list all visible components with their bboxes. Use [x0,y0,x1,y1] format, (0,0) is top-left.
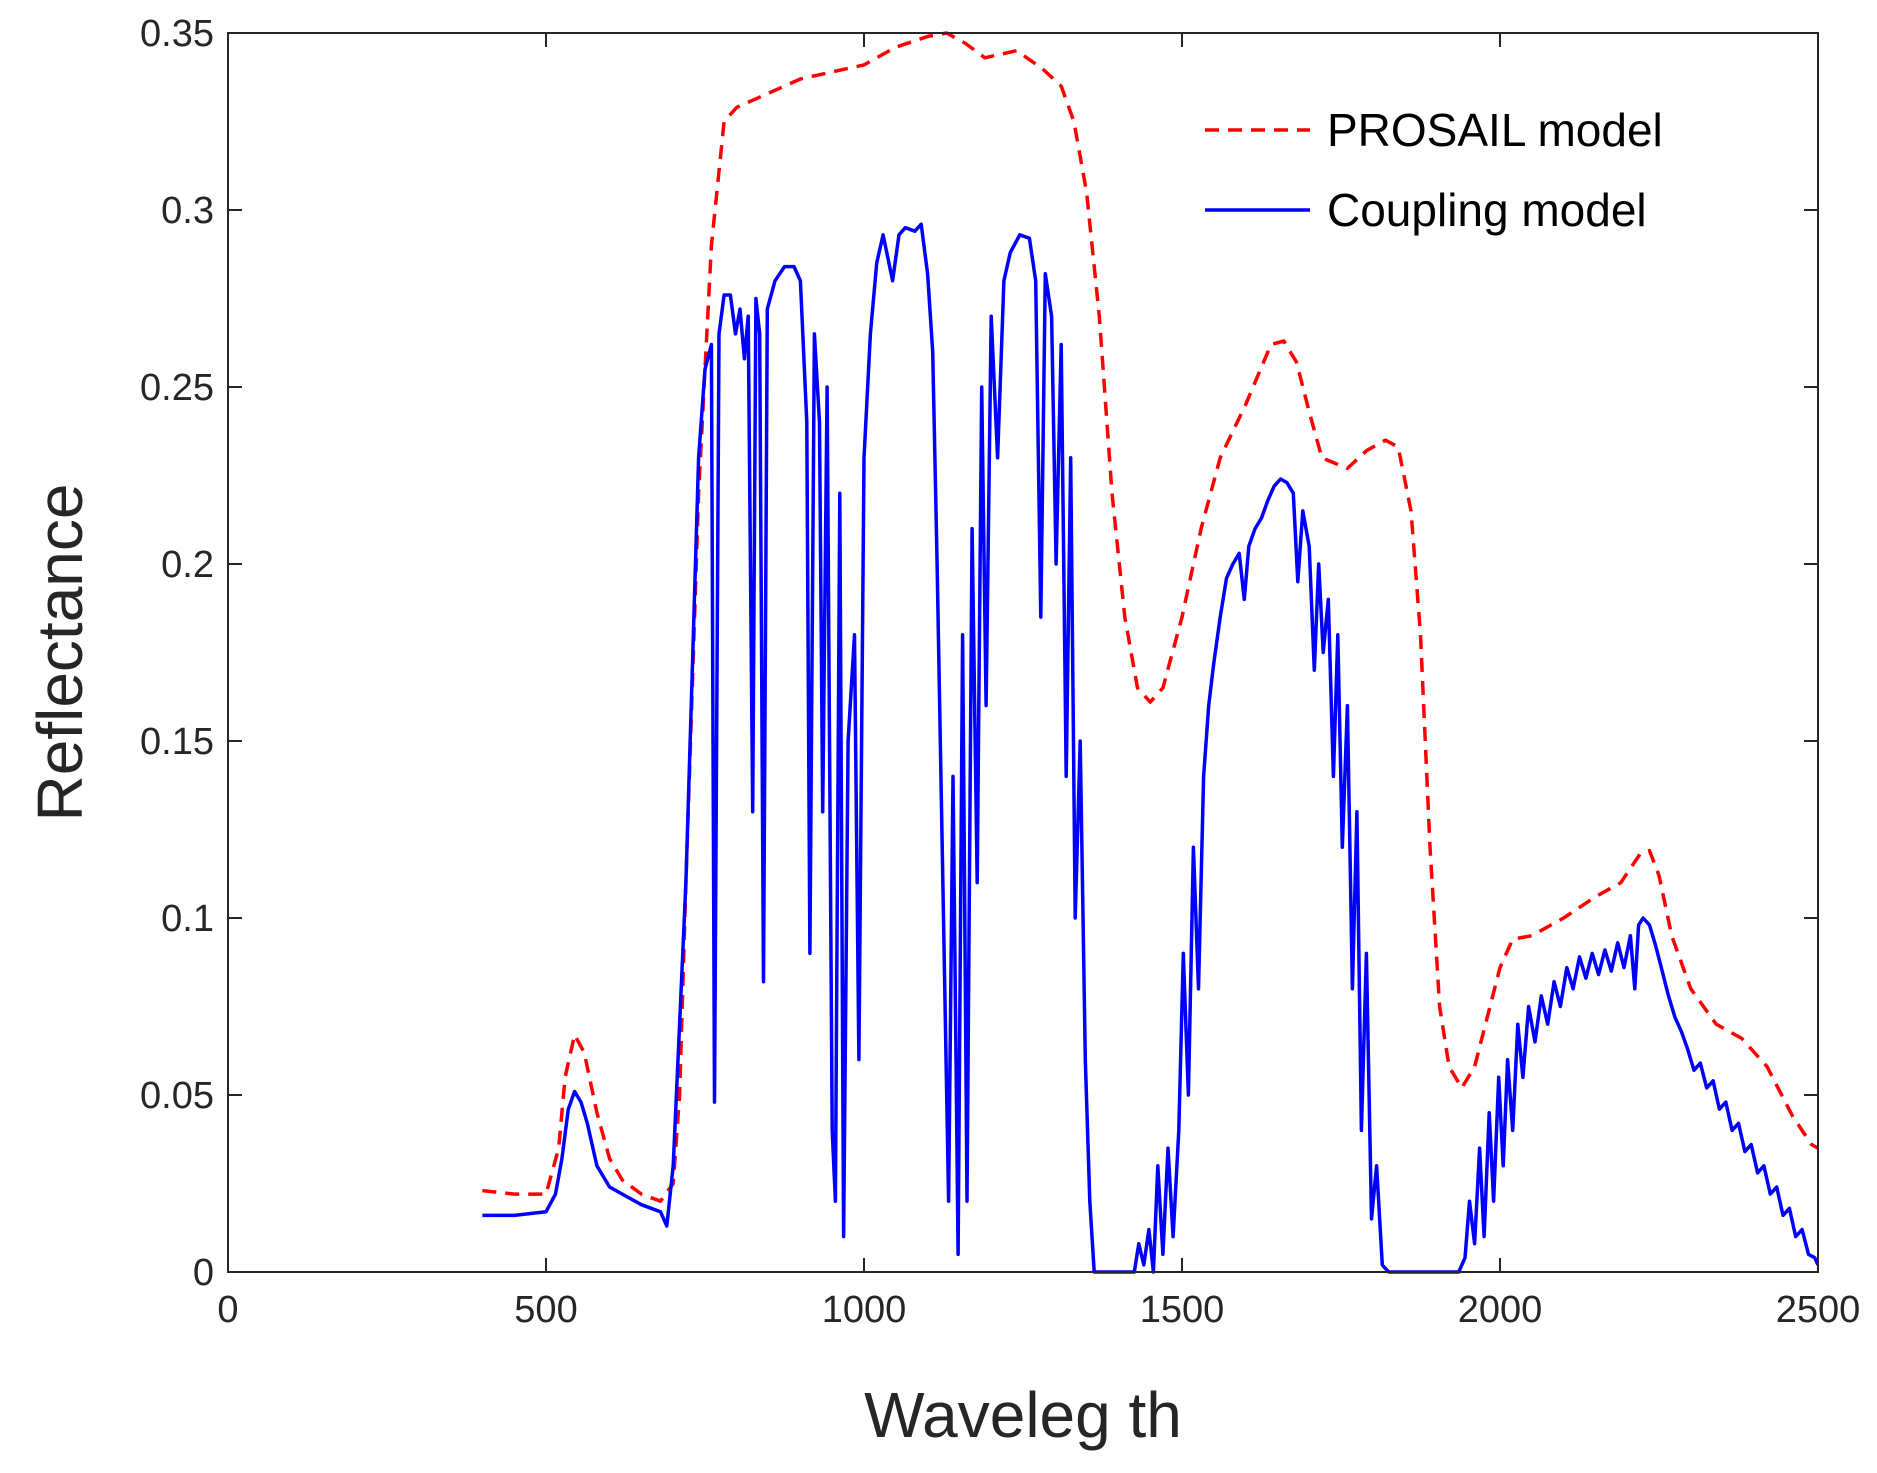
y-tick-label: 0.25 [140,367,214,409]
plot-lines [482,31,1818,1274]
y-tick-label: 0.35 [140,13,214,55]
y-tick-label: 0 [193,1252,214,1294]
x-tick-label: 2000 [1458,1289,1543,1331]
x-tick-label: 1500 [1140,1289,1225,1331]
x-tick-label: 0 [217,1289,238,1331]
y-axis-title: Reflectance [24,484,96,822]
series-line-prosail [482,31,1818,1203]
y-tick-label: 0.1 [161,898,214,940]
axis-ticks [227,32,1819,1273]
series-line-coupling [482,222,1818,1274]
y-tick-label: 0.05 [140,1075,214,1117]
y-tick-label: 0.2 [161,544,214,586]
legend-label-prosail: PROSAIL model [1327,104,1663,156]
x-tick-label: 500 [514,1289,577,1331]
legend: PROSAIL model Coupling model [1205,104,1663,236]
y-tick-label: 0.15 [140,721,214,763]
axis-tick-labels: 0 500 1000 1500 2000 2500 0 0.05 0.1 0.15 0.2 0.25 0… [140,13,1860,1331]
plot-frame [227,32,1819,1273]
legend-label-coupling: Coupling model [1327,184,1647,236]
x-tick-label: 1000 [822,1289,907,1331]
x-tick-label: 2500 [1776,1289,1861,1331]
x-axis-title: Waveleg th [864,1379,1182,1451]
y-tick-label: 0.3 [161,190,214,232]
